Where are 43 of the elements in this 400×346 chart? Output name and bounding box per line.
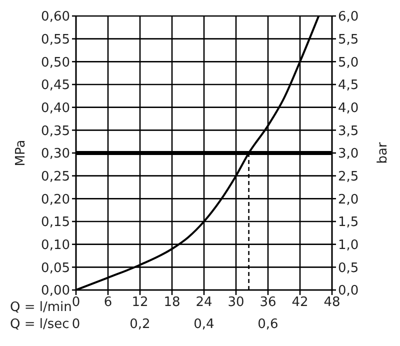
x-tick-label: 36 bbox=[260, 295, 276, 310]
y2-tick-label: 0,0 bbox=[338, 284, 359, 299]
x-tick-label: 18 bbox=[164, 295, 180, 310]
y-tick-label: 0,05 bbox=[41, 260, 70, 276]
y-tick-label: 0,20 bbox=[41, 192, 70, 208]
y-tick-label: 0,40 bbox=[41, 100, 70, 116]
x-tick-label: 48 bbox=[324, 295, 340, 310]
y-tick-label: 0,55 bbox=[41, 32, 70, 48]
y2-axis-title: bar bbox=[376, 142, 391, 164]
x-axis-title: Q = l/min bbox=[10, 300, 72, 315]
y-tick-label: 0,50 bbox=[41, 55, 70, 70]
x2-tick-label: 0,6 bbox=[258, 317, 278, 332]
y-tick-label: 0,45 bbox=[41, 78, 70, 94]
y2-tick-label: 2,5 bbox=[338, 169, 359, 184]
y-axis-title: MPa bbox=[14, 140, 29, 166]
y2-tick-label: 4,5 bbox=[338, 78, 359, 94]
x-tick-label: 0 bbox=[72, 295, 80, 310]
y2-tick-label: 1,5 bbox=[338, 215, 359, 230]
x-tick-label: 30 bbox=[228, 295, 244, 310]
y2-tick-label: 3,5 bbox=[338, 124, 359, 139]
y2-tick-label: 5,0 bbox=[338, 55, 359, 70]
x2-tick-label: 0,2 bbox=[130, 317, 150, 332]
y-tick-label: 0,15 bbox=[41, 215, 70, 230]
y-tick-label: 0,60 bbox=[41, 10, 70, 25]
y-tick-label: 0,10 bbox=[41, 238, 70, 253]
x-tick-label: 6 bbox=[104, 295, 112, 310]
x-tick-label: 12 bbox=[132, 295, 148, 310]
y2-tick-label: 3,0 bbox=[338, 146, 359, 162]
x2-tick-label: 0 bbox=[72, 317, 80, 332]
y-tick-label: 0,35 bbox=[41, 124, 70, 139]
x2-axis-title: Q = l/sec bbox=[10, 317, 70, 332]
y2-tick-label: 4,0 bbox=[338, 100, 359, 116]
y-tick-label: 0,25 bbox=[41, 169, 70, 184]
x2-tick-label: 0,4 bbox=[194, 317, 214, 332]
y2-tick-label: 5,5 bbox=[338, 32, 359, 48]
y2-tick-label: 0,5 bbox=[338, 260, 359, 276]
x-tick-label: 42 bbox=[292, 295, 308, 310]
x-tick-label: 24 bbox=[196, 295, 212, 310]
y2-tick-label: 1,0 bbox=[338, 238, 359, 253]
y2-tick-label: 6,0 bbox=[338, 10, 359, 25]
y-tick-label: 0,30 bbox=[41, 146, 70, 162]
y2-tick-label: 2,0 bbox=[338, 192, 359, 208]
y-tick-label: 0,00 bbox=[41, 284, 70, 299]
